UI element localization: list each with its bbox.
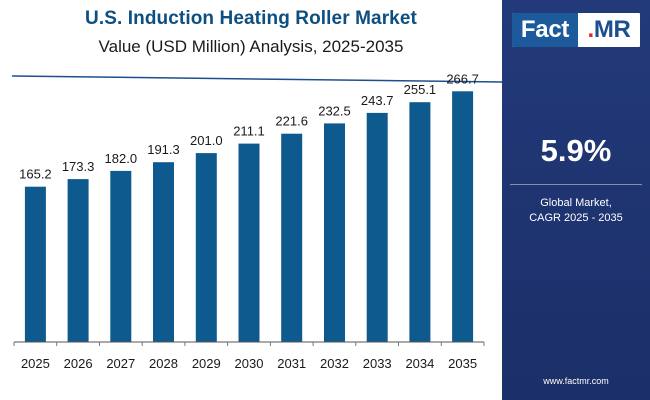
- website-url: www.factmr.com: [543, 376, 609, 386]
- x-tick-label-2032: 2032: [320, 356, 349, 371]
- bar-2025: [24, 186, 46, 342]
- cagr-label-line1: Global Market,: [540, 197, 612, 209]
- chart-area: U.S. Induction Heating Roller Market Val…: [11, 8, 502, 371]
- cagr-label: Global Market, CAGR 2025 - 2035: [502, 196, 650, 226]
- bar-2033: [366, 112, 388, 343]
- bar-2032: [324, 123, 345, 343]
- logo-dot: .: [587, 16, 594, 43]
- side-panel: Fact .MR 5.9% Global Market, CAGR 2025 -…: [502, 0, 650, 400]
- bar-chart: 165.2 173.3 182.0 191.3 201.0 211.1 221.6 232.5…: [11, 71, 502, 371]
- bars-group: [24, 91, 474, 343]
- value-label-2025: 165.2: [19, 167, 52, 182]
- bar-2034: [409, 102, 431, 342]
- x-tick-label-2028: 2028: [149, 356, 178, 371]
- bar-2027: [110, 170, 132, 342]
- logo-mr-wrap: .MR: [578, 13, 640, 47]
- bar-2028: [153, 162, 174, 342]
- x-tick-label-2026: 2026: [64, 356, 93, 371]
- chart-title: U.S. Induction Heating Roller Market: [85, 8, 417, 29]
- bar-2035: [452, 91, 474, 342]
- value-label-2035: 266.7: [446, 71, 479, 86]
- value-label-2029: 201.0: [190, 133, 223, 148]
- value-label-2028: 191.3: [147, 142, 180, 157]
- bar-2031: [281, 133, 303, 342]
- value-label-2030: 211.1: [233, 124, 265, 139]
- x-tick-label-2030: 2030: [235, 356, 264, 371]
- x-tick-label-2027: 2027: [106, 356, 135, 371]
- x-tick-label-2034: 2034: [405, 356, 434, 371]
- value-label-2027: 182.0: [105, 151, 138, 166]
- x-tick-labels: 2025 2026 2027 2028 2029 2030 2031 2032 2033 2034…: [13, 342, 485, 371]
- cagr-value: 5.9%: [540, 133, 612, 168]
- cagr-label-line2: CAGR 2025 - 2035: [529, 212, 623, 224]
- x-tick-label-2031: 2031: [277, 356, 306, 371]
- header-divider-line: [11, 75, 502, 83]
- x-tick-label-2025: 2025: [21, 356, 50, 371]
- value-label-2031: 221.6: [275, 114, 308, 129]
- logo-mr-text: MR: [593, 16, 631, 43]
- factmr-logo: Fact .MR: [512, 13, 640, 47]
- bar-2030: [238, 143, 260, 342]
- bar-2029: [195, 153, 217, 342]
- cagr-divider: [510, 184, 642, 185]
- x-tick-label-2033: 2033: [363, 356, 392, 371]
- bar-2026: [67, 179, 89, 342]
- value-label-2033: 243.7: [361, 93, 394, 108]
- value-label-2026: 173.3: [62, 159, 95, 174]
- value-labels-group: 165.2 173.3 182.0 191.3 201.0 211.1 221.6 232.5…: [19, 71, 479, 181]
- chart-subtitle: Value (USD Million) Analysis, 2025-2035: [98, 37, 404, 56]
- value-label-2034: 255.1: [404, 82, 437, 97]
- x-tick-label-2029: 2029: [192, 356, 221, 371]
- value-label-2032: 232.5: [318, 103, 351, 118]
- x-tick-label-2035: 2035: [448, 356, 477, 371]
- logo-fact-text: Fact: [512, 13, 578, 47]
